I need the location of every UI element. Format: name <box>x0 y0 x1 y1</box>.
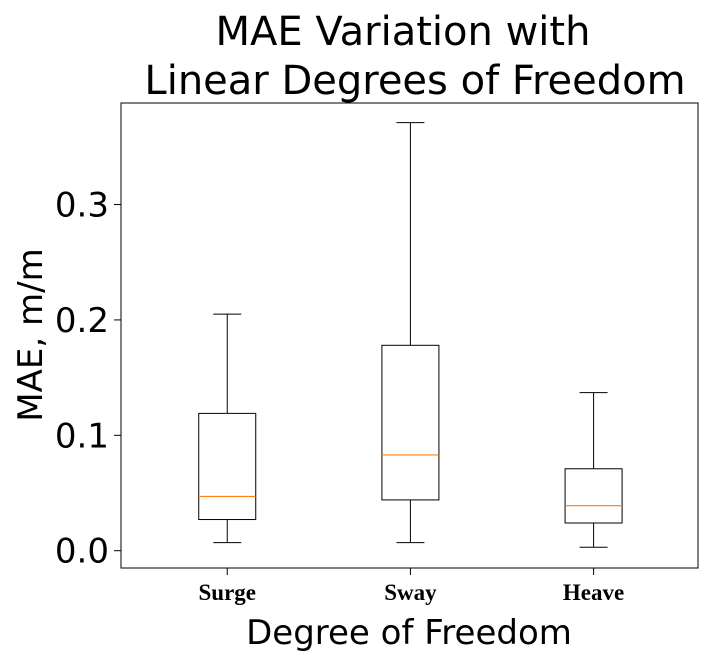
y-tick-label: 0.2 <box>55 301 109 341</box>
x-tick-label: Surge <box>198 580 256 605</box>
box-heave <box>564 392 623 548</box>
y-axis-label: MAE, m/m <box>11 248 51 421</box>
y-tick-label: 0.0 <box>55 532 109 572</box>
iqr-box <box>198 412 257 521</box>
x-tick-label: Heave <box>563 580 624 605</box>
y-axis: 0.0 0.1 0.2 0.3 <box>55 186 121 572</box>
plot-area-frame <box>120 102 699 569</box>
chart-title-line-2: Linear Degrees of Freedom <box>144 58 685 104</box>
iqr-box <box>381 344 440 501</box>
box-series <box>198 122 623 548</box>
x-axis: Surge Sway Heave <box>198 568 624 605</box>
box-sway <box>381 122 440 544</box>
x-tick-label: Sway <box>384 580 437 605</box>
y-tick-label: 0.3 <box>55 186 109 226</box>
x-axis-label: Degree of Freedom <box>246 613 572 653</box>
box-surge <box>198 313 257 544</box>
iqr-box <box>564 468 623 524</box>
y-tick-label: 0.1 <box>55 416 109 456</box>
chart-title-line-1: MAE Variation with <box>216 9 591 55</box>
